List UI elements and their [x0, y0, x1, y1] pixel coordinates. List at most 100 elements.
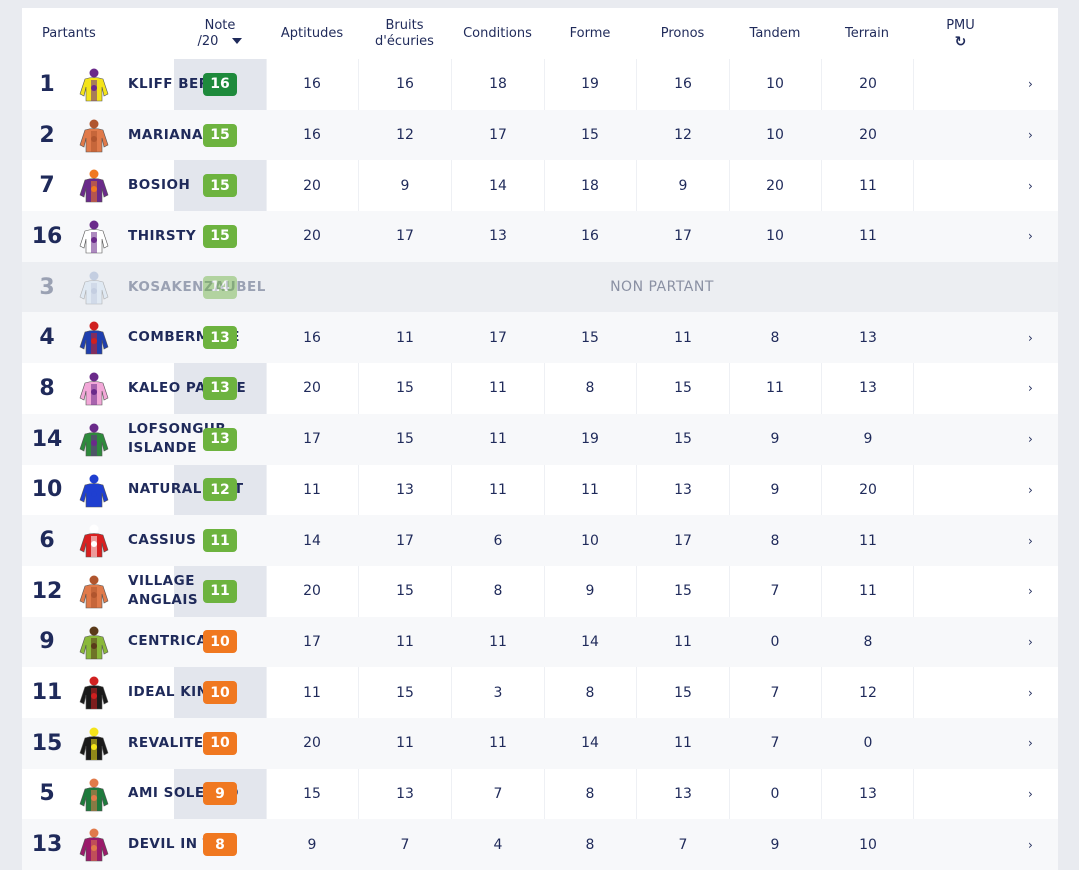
chevron-right-icon[interactable]: › [1028, 229, 1033, 244]
horse-name[interactable]: CENTRICAL [128, 633, 217, 650]
forme-value: 8 [585, 380, 595, 397]
chevron-right-icon[interactable]: › [1028, 128, 1033, 143]
refresh-icon[interactable]: ↻ [954, 33, 967, 50]
horse-name[interactable]: LOFSONGUR ISLANDE [128, 421, 227, 457]
chevron-right-icon[interactable]: › [1028, 482, 1033, 497]
chevron-right-icon[interactable]: › [1028, 584, 1033, 599]
horse-name[interactable]: THIRSTY [128, 227, 197, 244]
horse-name[interactable]: IDEAL KING [128, 684, 221, 701]
horse-name[interactable]: MARIANAC [128, 126, 214, 143]
chevron-right-icon[interactable]: › [1028, 533, 1033, 548]
header-bruits[interactable]: Bruits d'écuries [375, 17, 434, 49]
aptitudes-value: 16 [303, 76, 321, 93]
conditions-value: 11 [489, 735, 507, 752]
terrain-value: 11 [859, 228, 877, 245]
table-row[interactable]: 4 COMBERMERE 13 16 11 17 15 11 8 13 › [22, 312, 1058, 364]
forme-value: 10 [581, 532, 599, 549]
horse-number: 13 [31, 832, 63, 858]
table-header: Partants Note /20 Aptitudes Bruits d'écu… [22, 8, 1058, 59]
header-partants[interactable]: Partants [42, 25, 96, 41]
aptitudes-value: 11 [303, 684, 321, 701]
chevron-right-icon[interactable]: › [1028, 685, 1033, 700]
header-tandem[interactable]: Tandem [749, 25, 801, 41]
jockey-silk-icon [79, 321, 109, 355]
bruits-value: 9 [400, 177, 410, 194]
jockey-silk-icon [79, 676, 109, 710]
horse-number: 7 [39, 173, 55, 199]
forme-value: 14 [581, 735, 599, 752]
note-badge: 10 [203, 681, 237, 705]
header-pronos[interactable]: Pronos [660, 25, 705, 41]
chevron-right-icon[interactable]: › [1028, 77, 1033, 92]
aptitudes-value: 17 [303, 633, 321, 650]
table-row[interactable]: 3 KOSAKENZAUBEL 14 NON PARTANT [22, 261, 1058, 313]
header-note-sort[interactable]: Note /20 [174, 8, 266, 59]
forme-value: 8 [585, 684, 595, 701]
chevron-right-icon[interactable]: › [1028, 178, 1033, 193]
jockey-silk-icon [79, 524, 109, 558]
horse-number: 12 [31, 578, 63, 604]
horse-name[interactable]: CASSIUS [128, 532, 197, 549]
terrain-value: 13 [859, 785, 877, 802]
horse-name[interactable]: KOSAKENZAUBEL [128, 278, 266, 295]
table-row[interactable]: 16 THIRSTY 15 20 17 13 16 17 10 11 › [22, 211, 1058, 262]
header-conditions[interactable]: Conditions [463, 25, 532, 41]
jockey-silk-icon [79, 68, 109, 102]
header-forme[interactable]: Forme [569, 25, 611, 41]
pronos-value: 11 [674, 329, 692, 346]
chevron-right-icon[interactable]: › [1028, 786, 1033, 801]
chevron-right-icon[interactable]: › [1028, 330, 1033, 345]
table-row[interactable]: 10 NATURAL GIFT 12 11 13 11 11 13 9 20 › [22, 465, 1058, 516]
aptitudes-value: 14 [303, 532, 321, 549]
jockey-silk-icon [79, 626, 109, 659]
table-row[interactable]: 6 CASSIUS 11 14 17 6 10 17 8 11 › [22, 515, 1058, 566]
header-pmu[interactable]: PMU ↻ [946, 17, 975, 50]
horse-number: 16 [31, 223, 63, 249]
terrain-value: 20 [859, 76, 877, 93]
conditions-value: 11 [489, 633, 507, 650]
terrain-value: 10 [859, 836, 877, 853]
horse-name[interactable]: VILLAGE ANGLAIS [128, 573, 199, 609]
note-badge: 11 [203, 529, 237, 553]
terrain-value: 11 [859, 532, 877, 549]
table-row[interactable]: 9 CENTRICAL 10 17 11 11 14 11 0 8 › [22, 616, 1058, 668]
table-row[interactable]: 2 MARIANAC 15 16 12 17 15 12 10 20 › [22, 109, 1058, 161]
note-badge: 8 [203, 833, 237, 857]
table-row[interactable]: 15 REVALITE 10 20 11 11 14 11 7 0 › [22, 717, 1058, 769]
chevron-right-icon[interactable]: › [1028, 381, 1033, 396]
conditions-value: 17 [489, 127, 507, 144]
table-row[interactable]: 11 IDEAL KING 10 11 15 3 8 15 7 12 › [22, 667, 1058, 718]
horse-number: 5 [39, 781, 55, 807]
header-aptitudes[interactable]: Aptitudes [280, 25, 344, 41]
note-badge: 16 [203, 72, 237, 96]
jockey-silk-icon [79, 271, 109, 305]
horse-name[interactable]: REVALITE [128, 734, 204, 751]
chevron-right-icon[interactable]: › [1028, 634, 1033, 649]
horse-name[interactable]: KLIFF BERE [128, 75, 220, 92]
table-row[interactable]: 12 VILLAGE ANGLAIS 11 20 15 8 9 15 7 11 › [22, 566, 1058, 617]
forme-value: 14 [581, 633, 599, 650]
bruits-value: 13 [396, 785, 414, 802]
table-row[interactable]: 7 BOSIOH 15 20 9 14 18 9 20 11 › [22, 160, 1058, 211]
chevron-right-icon[interactable]: › [1028, 736, 1033, 751]
table-row[interactable]: 1 KLIFF BERE 16 16 16 18 19 16 10 20 › [22, 59, 1058, 110]
aptitudes-value: 20 [303, 735, 321, 752]
table-row[interactable]: 5 AMI SOLEDAD 9 15 13 7 8 13 0 13 › [22, 769, 1058, 820]
note-badge: 13 [203, 326, 237, 350]
conditions-value: 11 [489, 380, 507, 397]
horse-number: 6 [39, 528, 55, 554]
table-row[interactable]: 13 DEVIL IN THE 8 9 7 4 8 7 9 10 › [22, 819, 1058, 870]
chevron-right-icon[interactable]: › [1028, 837, 1033, 852]
table-row[interactable]: 8 KALEO PALACE 13 20 15 11 8 15 11 13 › [22, 363, 1058, 414]
horse-name[interactable]: BOSIOH [128, 177, 191, 194]
table-row[interactable]: 14 LOFSONGUR ISLANDE 13 17 15 11 19 15 9 9 › [22, 413, 1058, 465]
header-terrain[interactable]: Terrain [844, 25, 889, 41]
tandem-value: 7 [770, 684, 780, 701]
note-badge: 15 [203, 174, 237, 198]
conditions-value: 4 [493, 836, 503, 853]
terrain-value: 11 [859, 177, 877, 194]
jockey-silk-icon [79, 474, 109, 507]
horse-number: 4 [39, 325, 55, 351]
chevron-right-icon[interactable]: › [1028, 432, 1033, 447]
pronos-value: 15 [674, 684, 692, 701]
